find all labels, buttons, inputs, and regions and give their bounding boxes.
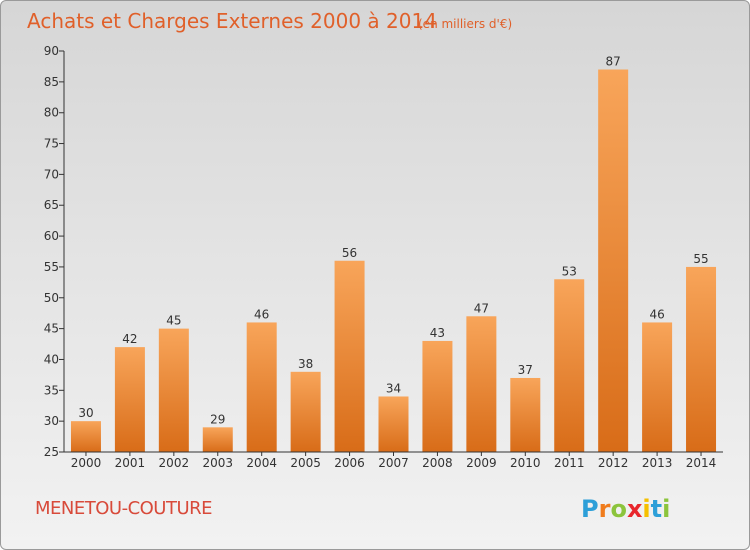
y-tick-label: 65 — [44, 198, 59, 212]
x-tick-label-2000: 2000 — [71, 456, 102, 470]
value-label-2007: 34 — [386, 381, 401, 395]
commune-name: MENETOU-COUTURE — [35, 498, 212, 519]
value-label-2012: 87 — [606, 55, 621, 69]
logo-letter: i — [642, 495, 650, 523]
logo-letter: i — [662, 495, 670, 523]
chart-subtitle: (en milliers d'€) — [418, 17, 512, 31]
y-tick-label: 60 — [44, 229, 59, 243]
chart-title: Achats et Charges Externes 2000 à 2014 — [27, 9, 437, 33]
x-tick-label-2001: 2001 — [115, 456, 146, 470]
logo-letter: o — [610, 495, 627, 523]
y-tick-label: 55 — [44, 260, 59, 274]
logo-letter: r — [599, 495, 611, 523]
x-tick-label-2014: 2014 — [686, 456, 717, 470]
logo-letter: P — [581, 495, 599, 523]
value-label-2000: 30 — [78, 406, 93, 420]
x-tick-label-2009: 2009 — [466, 456, 497, 470]
x-tick-label-2013: 2013 — [642, 456, 673, 470]
logo-text: Proxiti — [581, 495, 670, 523]
x-tick-label-2008: 2008 — [422, 456, 453, 470]
y-tick-label: 50 — [44, 291, 59, 305]
y-tick-label: 75 — [44, 137, 59, 151]
bar-2004 — [246, 322, 277, 452]
bar-2012 — [598, 69, 629, 452]
x-tick-label-2007: 2007 — [378, 456, 409, 470]
value-label-2003: 29 — [210, 412, 225, 426]
y-tick-label: 80 — [44, 106, 59, 120]
bar-2010 — [510, 377, 541, 452]
bars-group: 30 42 45 29 46 38 56 34 43 47 37 53 87 46 55 — [70, 55, 717, 452]
bar-2003 — [202, 427, 233, 452]
value-label-2009: 47 — [474, 301, 489, 315]
bar-2006 — [334, 260, 365, 452]
bar-2013 — [642, 322, 673, 452]
bar-2001 — [114, 347, 145, 452]
x-tick-label-2012: 2012 — [598, 456, 629, 470]
bar-2002 — [158, 328, 189, 452]
x-tick-label-2010: 2010 — [510, 456, 541, 470]
x-tick-label-2005: 2005 — [290, 456, 321, 470]
bar-2009 — [466, 316, 497, 452]
value-label-2004: 46 — [254, 307, 269, 321]
x-tick-label-2011: 2011 — [554, 456, 585, 470]
y-tick-label: 25 — [44, 445, 59, 459]
bar-2011 — [554, 279, 585, 452]
logo-letter: t — [651, 495, 662, 523]
value-label-2001: 42 — [122, 332, 137, 346]
value-label-2005: 38 — [298, 357, 313, 371]
logo-letter: x — [627, 495, 643, 523]
value-label-2013: 46 — [649, 307, 664, 321]
value-label-2008: 43 — [430, 326, 445, 340]
y-axis: 25 30 35 40 45 50 55 60 65 70 75 80 85 90 — [44, 44, 65, 459]
y-tick-label: 40 — [44, 352, 59, 366]
y-tick-label: 30 — [44, 414, 59, 428]
y-tick-label: 45 — [44, 322, 59, 336]
bar-2008 — [422, 340, 453, 452]
value-label-2006: 56 — [342, 246, 357, 260]
value-label-2011: 53 — [562, 264, 577, 278]
y-tick-label: 70 — [44, 167, 59, 181]
bar-2000 — [70, 421, 101, 452]
bar-2005 — [290, 371, 321, 452]
value-label-2002: 45 — [166, 314, 181, 328]
value-label-2014: 55 — [693, 252, 708, 266]
x-tick-label-2006: 2006 — [334, 456, 365, 470]
x-tick-label-2003: 2003 — [202, 456, 233, 470]
y-tick-label: 90 — [44, 44, 59, 58]
proxiti-logo: Proxiti — [581, 495, 670, 523]
bar-2014 — [686, 266, 717, 452]
value-label-2010: 37 — [518, 363, 533, 377]
y-tick-label: 35 — [44, 383, 59, 397]
x-tick-label-2002: 2002 — [159, 456, 190, 470]
x-tick-label-2004: 2004 — [246, 456, 277, 470]
x-axis: 2000 2001 2002 2003 2004 2005 2006 2007 2008 2009… — [64, 451, 723, 470]
bar-2007 — [378, 396, 409, 452]
y-tick-label: 85 — [44, 75, 59, 89]
